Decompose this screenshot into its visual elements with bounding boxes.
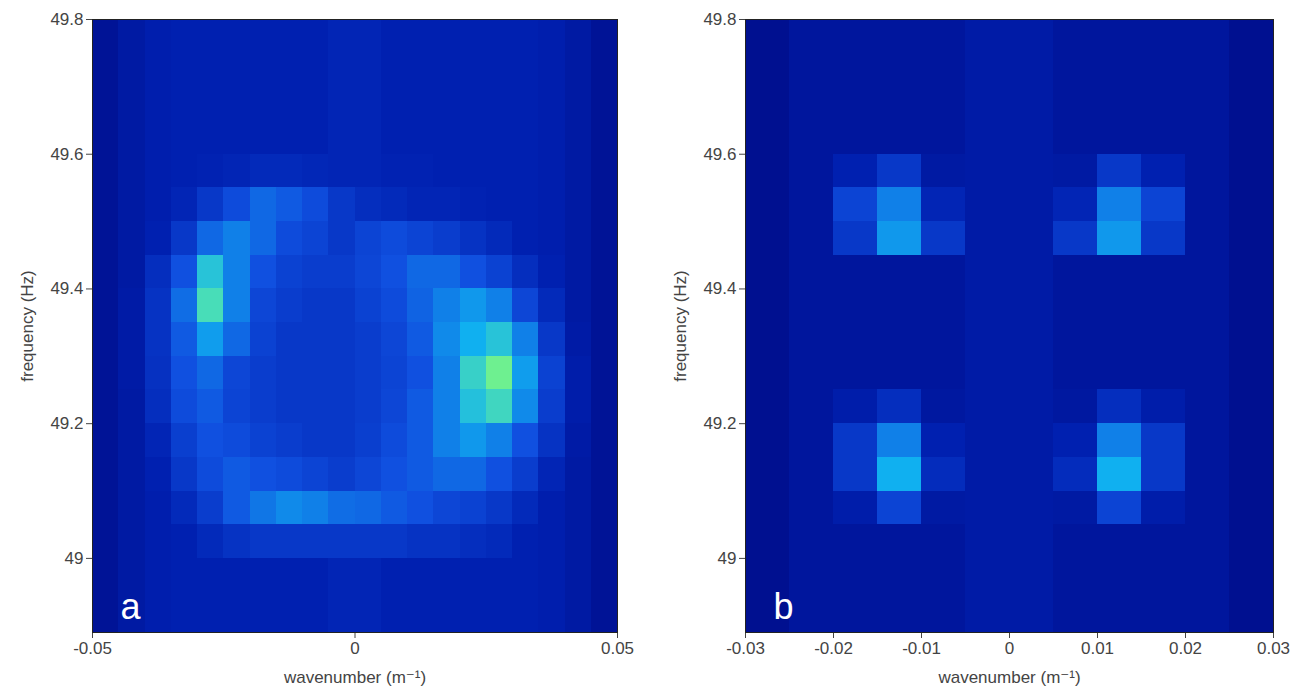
svg-text:49.6: 49.6 (703, 145, 736, 164)
svg-text:0.02: 0.02 (1169, 639, 1202, 658)
svg-text:49.8: 49.8 (50, 10, 83, 29)
svg-text:49.6: 49.6 (50, 145, 83, 164)
svg-text:0.05: 0.05 (601, 639, 634, 658)
svg-text:0.01: 0.01 (1081, 639, 1114, 658)
svg-text:49: 49 (718, 549, 737, 568)
svg-text:0: 0 (350, 639, 359, 658)
svg-text:b: b (774, 586, 794, 627)
svg-text:49: 49 (65, 549, 84, 568)
svg-text:a: a (121, 586, 142, 627)
svg-text:frequency (Hz): frequency (Hz) (671, 270, 690, 381)
svg-text:wavenumber (m⁻¹): wavenumber (m⁻¹) (283, 668, 426, 687)
svg-text:49.4: 49.4 (50, 279, 83, 298)
svg-text:49.2: 49.2 (703, 414, 736, 433)
svg-text:49.8: 49.8 (703, 10, 736, 29)
svg-text:frequency (Hz): frequency (Hz) (18, 270, 37, 381)
svg-text:-0.03: -0.03 (726, 639, 765, 658)
svg-text:0.03: 0.03 (1257, 639, 1290, 658)
svg-text:49.2: 49.2 (50, 414, 83, 433)
svg-text:49.4: 49.4 (703, 279, 736, 298)
svg-text:-0.05: -0.05 (73, 639, 112, 658)
svg-text:-0.02: -0.02 (814, 639, 853, 658)
svg-text:0: 0 (1005, 639, 1014, 658)
svg-text:wavenumber (m⁻¹): wavenumber (m⁻¹) (937, 668, 1080, 687)
svg-text:-0.01: -0.01 (902, 639, 941, 658)
